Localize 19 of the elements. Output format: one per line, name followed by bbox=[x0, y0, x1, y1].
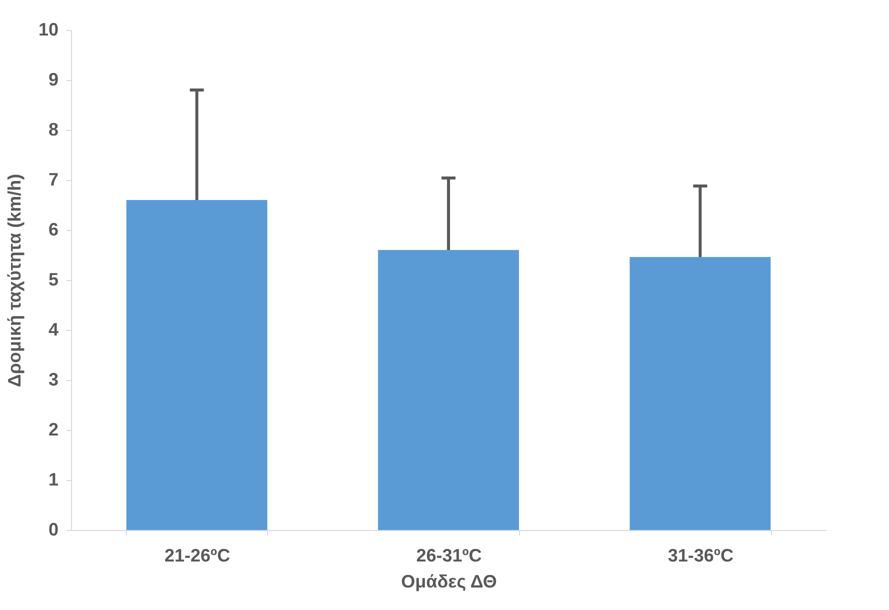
x-tick-label: 31-36ºC bbox=[668, 546, 734, 566]
y-tick-label: 8 bbox=[48, 120, 58, 140]
y-tick-label: 3 bbox=[48, 370, 58, 390]
y-tick-label: 10 bbox=[38, 20, 58, 40]
x-tick-label: 26-31ºC bbox=[416, 546, 482, 566]
y-tick-label: 7 bbox=[48, 170, 58, 190]
y-tick-label: 1 bbox=[48, 470, 58, 490]
y-tick-label: 5 bbox=[48, 270, 58, 290]
bar bbox=[630, 257, 771, 530]
y-tick-label: 2 bbox=[48, 420, 58, 440]
bar bbox=[378, 250, 519, 530]
x-tick-label: 21-26ºC bbox=[164, 546, 230, 566]
bar bbox=[126, 200, 268, 530]
x-axis-title: Ομάδες ΔΘ bbox=[401, 572, 497, 592]
y-tick-label: 6 bbox=[48, 220, 58, 240]
y-axis-title: Δρομική ταχύτητα (km/h) bbox=[4, 174, 24, 388]
y-tick-label: 0 bbox=[48, 520, 58, 540]
y-tick-label: 4 bbox=[48, 320, 58, 340]
y-tick-label: 9 bbox=[48, 70, 58, 90]
